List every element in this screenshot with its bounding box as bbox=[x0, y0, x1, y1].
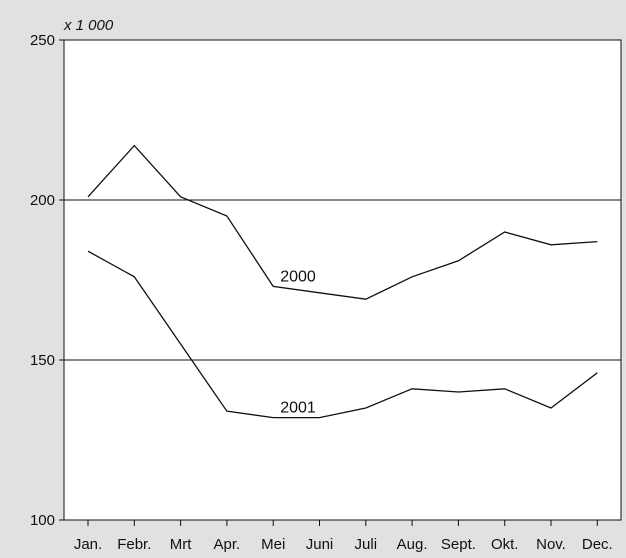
x-tick-label: Juni bbox=[306, 536, 334, 553]
x-tick-label: Aug. bbox=[397, 536, 428, 553]
series-label-2001: 2001 bbox=[280, 400, 316, 417]
x-tick-label: Dec. bbox=[582, 536, 613, 553]
plot-area bbox=[63, 39, 622, 521]
x-axis-ticks: Jan. Febr. Mrt Apr. Mei Juni Juli Aug. Sept. Okt.… bbox=[74, 520, 613, 553]
x-tick-label: Sept. bbox=[441, 536, 476, 553]
series-lines bbox=[87, 144, 598, 419]
x-tick-label: Mei bbox=[261, 536, 285, 553]
x-tick-label: Mrt bbox=[170, 536, 192, 553]
x-tick-label: Febr. bbox=[117, 536, 151, 553]
y-tick-label-250: 250 bbox=[30, 32, 55, 49]
gridlines bbox=[64, 199, 621, 361]
series-labels: 2000 2001 bbox=[280, 268, 316, 416]
x-tick-label: Juli bbox=[355, 536, 378, 553]
y-axis-ticks: 100 150 200 250 bbox=[30, 32, 64, 529]
y-tick-label-200: 200 bbox=[30, 192, 55, 209]
x-tick-label: Nov. bbox=[536, 536, 566, 553]
y-tick-label-150: 150 bbox=[30, 352, 55, 369]
x-tick-label: Okt. bbox=[491, 536, 519, 553]
y-tick-label-100: 100 bbox=[30, 512, 55, 529]
y-unit-label: x 1 000 bbox=[63, 17, 114, 34]
series-line-2000 bbox=[87, 144, 598, 300]
series-label-2000: 2000 bbox=[280, 268, 316, 285]
x-tick-label: Apr. bbox=[214, 536, 241, 553]
series-line-2001 bbox=[87, 250, 598, 419]
x-tick-label: Jan. bbox=[74, 536, 102, 553]
